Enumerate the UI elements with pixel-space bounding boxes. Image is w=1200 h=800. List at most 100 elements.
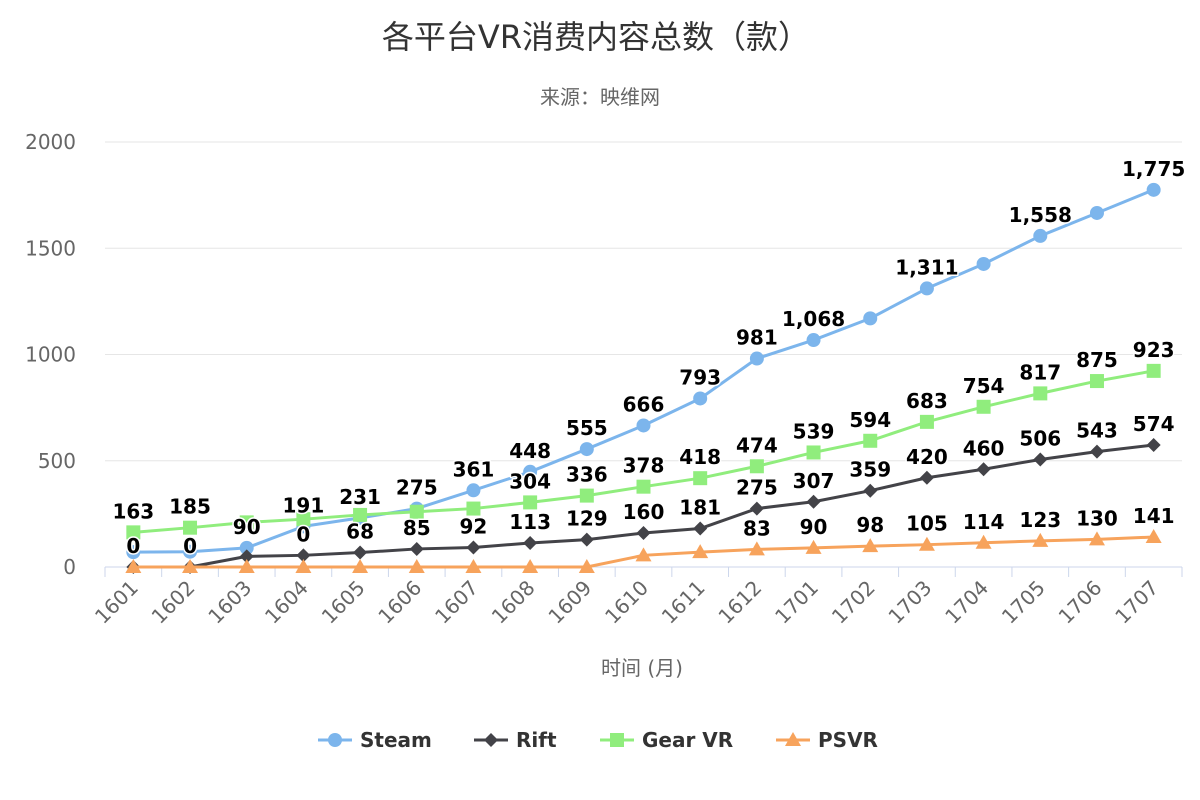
data-point-rift (409, 541, 424, 556)
data-point-rift (806, 494, 821, 509)
data-point-gear-vr (579, 488, 594, 503)
data-point-steam (1089, 205, 1104, 220)
x-tick-label: 1608 (487, 576, 540, 629)
data-label-rift: 0 (126, 534, 140, 558)
data-label-steam: 275 (396, 476, 438, 500)
data-point-gear-vr (466, 501, 481, 516)
y-tick-label: 1500 (25, 236, 76, 260)
data-point-rift (919, 470, 934, 485)
x-tick-label: 1704 (940, 576, 993, 629)
data-label-steam: 793 (679, 365, 721, 389)
x-tick-label: 1606 (373, 576, 426, 629)
data-point-gear-vr (693, 471, 708, 486)
data-point-rift (466, 540, 481, 555)
data-point-steam (1033, 228, 1048, 243)
data-point-gear-vr (1089, 374, 1104, 389)
y-tick-label: 2000 (25, 130, 76, 154)
data-label-gear-vr: 683 (906, 389, 948, 413)
data-label-steam: 448 (509, 439, 551, 463)
data-point-gear-vr (409, 504, 424, 519)
data-label-psvr: 83 (743, 516, 771, 540)
data-point-gear-vr (749, 459, 764, 474)
data-point-psvr (522, 559, 539, 573)
data-label-steam: 1,068 (782, 307, 845, 331)
data-label-psvr: 141 (1133, 504, 1175, 528)
data-label-gear-vr: 594 (849, 408, 891, 432)
data-point-rift (1089, 444, 1104, 459)
data-point-steam (523, 464, 538, 479)
x-tick-label: 1610 (600, 576, 653, 629)
data-point-gear-vr (863, 433, 878, 448)
legend-item-gear-vr[interactable]: Gear VR (600, 728, 733, 752)
data-point-steam (636, 418, 651, 433)
data-label-gear-vr: 923 (1133, 338, 1175, 362)
data-point-psvr (805, 539, 822, 554)
data-label-steam: 361 (453, 457, 495, 481)
data-label-rift: 506 (1019, 426, 1061, 450)
x-tick-label: 1706 (1054, 576, 1107, 629)
data-label-rift: 307 (793, 469, 835, 493)
legend-label: Gear VR (642, 728, 733, 752)
legend-item-psvr[interactable]: PSVR (776, 728, 878, 752)
data-point-psvr (182, 559, 199, 573)
data-point-steam (466, 483, 481, 498)
data-point-gear-vr (976, 399, 991, 414)
grid (105, 141, 1182, 462)
series-psvr (125, 529, 1162, 573)
data-label-steam: 231 (339, 485, 381, 509)
data-point-psvr (692, 544, 709, 559)
data-point-rift (523, 535, 538, 550)
data-point-psvr (578, 559, 595, 573)
data-point-gear-vr (353, 507, 368, 522)
data-label-steam: 666 (623, 392, 665, 416)
data-point-steam (919, 281, 934, 296)
data-label-gear-vr: 474 (736, 433, 778, 457)
data-point-steam (126, 545, 141, 560)
data-label-gear-vr: 378 (623, 454, 665, 478)
data-point-steam (976, 256, 991, 271)
data-label-rift: 543 (1076, 419, 1118, 443)
x-tick-label: 1701 (770, 576, 823, 629)
data-point-gear-vr (806, 445, 821, 460)
data-point-psvr (748, 541, 765, 556)
x-tick-label: 1601 (90, 576, 143, 629)
data-point-steam (1146, 182, 1161, 197)
data-point-steam (239, 540, 254, 555)
data-point-psvr (352, 559, 369, 573)
data-label-rift: 0 (183, 534, 197, 558)
data-label-steam: 1,558 (1009, 203, 1072, 227)
y-tick-label: 0 (63, 555, 76, 579)
data-label-gear-vr: 336 (566, 463, 608, 487)
legend-item-steam[interactable]: Steam (318, 728, 432, 752)
data-label-psvr: 123 (1019, 508, 1061, 532)
data-label-steam: 90 (233, 515, 261, 539)
data-label-gear-vr: 539 (793, 419, 835, 443)
data-label-rift: 359 (849, 458, 891, 482)
legend-item-rift[interactable]: Rift (474, 728, 557, 752)
data-point-rift (976, 462, 991, 477)
y-tick-label: 1000 (25, 343, 76, 367)
data-point-rift (749, 501, 764, 516)
data-point-gear-vr (296, 512, 311, 527)
data-point-rift (863, 483, 878, 498)
data-label-psvr: 90 (800, 515, 828, 539)
data-point-gear-vr (126, 525, 141, 540)
data-point-gear-vr (239, 515, 254, 530)
legend[interactable]: Steam Rift Gear VR PSVR (318, 728, 878, 752)
data-point-psvr (125, 559, 142, 573)
data-label-rift: 129 (566, 507, 608, 531)
data-point-steam (863, 311, 878, 326)
data-point-psvr (918, 536, 935, 551)
data-point-gear-vr (1146, 363, 1161, 378)
data-point-rift (693, 521, 708, 536)
legend-diamond-icon (484, 733, 498, 747)
data-label-rift: 460 (963, 436, 1005, 460)
data-label-rift: 160 (623, 500, 665, 524)
legend-label: Steam (360, 728, 432, 752)
data-point-psvr (975, 534, 992, 549)
data-label-gear-vr: 163 (112, 499, 154, 523)
data-label-rift: 68 (346, 520, 374, 544)
x-tick-label: 1609 (543, 576, 596, 629)
